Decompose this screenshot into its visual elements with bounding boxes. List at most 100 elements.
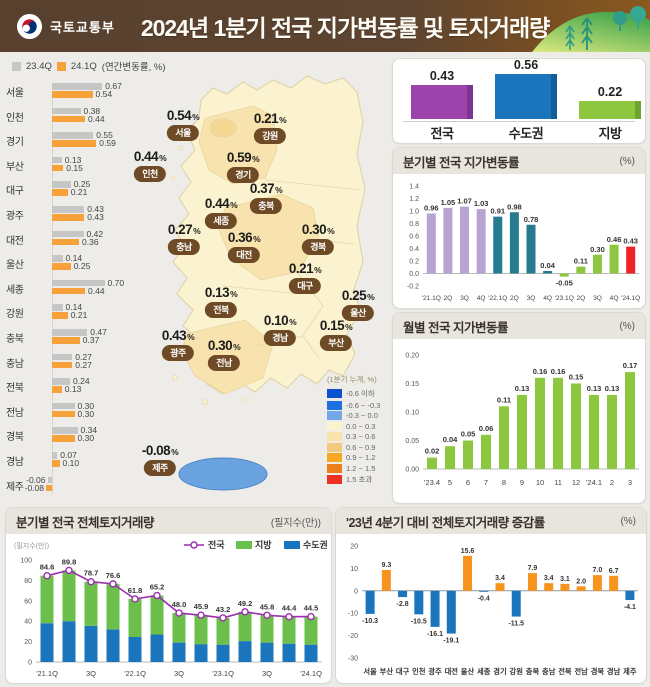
volume-unit: (필지수(만)): [270, 517, 321, 529]
bar-value: 2.0: [576, 578, 586, 585]
curr-bar: [52, 460, 60, 467]
map-legend-item: -0.6 이하: [327, 388, 389, 399]
map-region-name: 경기: [227, 166, 259, 183]
region-label: 충남: [6, 358, 24, 370]
map-label-제주: -0.08% 제주: [142, 443, 179, 476]
percent-sign: %: [193, 226, 201, 236]
total-value: 76.6: [106, 571, 121, 580]
prev-value: 0.67: [105, 81, 122, 91]
y-tick: 0.05: [405, 438, 419, 445]
bar: [625, 590, 635, 600]
legend-label: 수도권: [303, 539, 328, 550]
x-tick: 3Q: [527, 295, 536, 302]
y-tick: -30: [348, 656, 358, 663]
bar: [430, 590, 440, 627]
total-value: 49.2: [238, 599, 253, 608]
capital-bar: [40, 623, 54, 662]
x-tick: 3Q: [174, 669, 184, 678]
bar-value: -19.1: [443, 638, 459, 645]
ministry-logo: 국토교통부: [16, 13, 115, 40]
summary-panel: 0.43 전국 0.56 수도권 0.22 지방: [392, 58, 646, 144]
capital-bar: [172, 642, 186, 662]
percent-sign: %: [230, 200, 238, 210]
x-tick: '22.1Q: [124, 669, 146, 678]
volume-panel: 분기별 전국 전체토지거래량 (필지수(만)) (필지수(만)) 전국 지방 수도권 0…: [5, 507, 332, 684]
legend-note: (연간변동률, %): [101, 62, 166, 73]
bar: [460, 206, 470, 274]
bar-value: 0.96: [424, 204, 439, 213]
curr-value: 0.13: [64, 384, 82, 395]
curr-bar: [52, 386, 62, 393]
prev-bar: [52, 132, 94, 139]
curr-value: -0.08: [24, 482, 44, 493]
percent-sign: %: [171, 447, 179, 457]
x-tick: 전북: [558, 667, 572, 676]
bar: [607, 394, 617, 469]
map-label-충남: 0.27% 충남: [168, 222, 201, 255]
map-region-name: 대전: [228, 246, 260, 263]
compare-row: 강원 0.14 0.21: [6, 301, 130, 321]
map-region-name: 전북: [205, 301, 237, 318]
map-legend-item: -0.6 ~ -0.3: [327, 400, 389, 410]
summary-value: 0.56: [513, 58, 539, 72]
percent-sign: %: [233, 342, 241, 352]
curr-value: 0.44: [88, 113, 105, 124]
y-tick: 40: [24, 619, 32, 626]
x-tick: 11: [554, 478, 562, 487]
bar: [427, 457, 437, 469]
capital-bar: [260, 642, 274, 662]
percent-sign: %: [289, 317, 297, 327]
curr-bar: [52, 115, 85, 123]
bar: [445, 446, 455, 469]
compare-row: 충남 0.27 0.27: [6, 351, 130, 371]
bar-value: 0.98: [507, 202, 522, 211]
map-value: 0.21%: [288, 261, 322, 276]
curr-value: 0.21: [70, 187, 88, 198]
legend-label: 전국: [208, 539, 225, 550]
prev-bar: [52, 83, 103, 90]
bar: [626, 246, 636, 274]
y-tick: 20: [24, 639, 32, 646]
bar: [589, 394, 599, 469]
map-value: 0.30%: [207, 338, 241, 353]
diff-panel: '23년 4분기 대비 전체토지거래량 증감률 (%) 20 10 0 -10 -20 -…: [335, 507, 647, 684]
compare-row: 전남 0.30 0.30: [6, 400, 130, 420]
total-value: 65.2: [150, 582, 165, 591]
compare-row: 경남 0.07 0.10: [6, 449, 130, 469]
x-tick: 전남: [574, 667, 588, 676]
y-tick: 0.15: [405, 381, 419, 388]
map-region-name: 강원: [254, 127, 286, 144]
bar: [576, 266, 586, 274]
diff-chart: 20 10 0 -10 -20 -30 -10.3 서울 9.3 부산 -2.8 대구 -10.5 인천 -…: [336, 534, 646, 687]
summary-baseline: [403, 121, 635, 122]
bar: [365, 590, 375, 614]
bar-value: 0.11: [574, 257, 588, 266]
x-tick: 부산: [380, 667, 394, 676]
bar-value: 3.1: [560, 576, 570, 583]
y-tick: 0.6: [409, 234, 419, 241]
line-marker: [263, 611, 271, 619]
prev-value: 0.47: [90, 327, 107, 337]
x-tick: 충북: [526, 667, 540, 676]
x-tick: 대전: [445, 667, 459, 676]
x-tick: 충남: [542, 667, 556, 676]
line-marker: [43, 572, 51, 580]
y-tick: 10: [350, 566, 358, 573]
bar: [571, 383, 581, 469]
compare-row: 제주 -0.06 -0.08: [6, 474, 130, 494]
bar: [625, 372, 635, 469]
map-region-name: 대구: [289, 277, 321, 294]
bar: [526, 224, 536, 274]
capital-bar: [216, 644, 230, 662]
map-region-name: 제주: [144, 459, 176, 476]
volume-chart: (필지수(만)) 전국 지방 수도권 0 20 40 60 80 100 '21.1Q 3Q '22.1…: [6, 534, 331, 687]
bar: [560, 583, 570, 591]
diff-svg: 20 10 0 -10 -20 -30 -10.3 서울 9.3 부산 -2.8 대구 -10.5 인천 -…: [348, 544, 638, 676]
capital-bar: [194, 644, 208, 662]
legend-swatch: [327, 400, 342, 410]
summary-value: 0.22: [597, 85, 623, 99]
x-tick: 4Q: [477, 295, 486, 302]
legend-label: -0.3 ~ 0.0: [346, 411, 378, 420]
x-tick: '24.1Q: [300, 669, 322, 678]
bar-value: -10.5: [411, 618, 427, 625]
